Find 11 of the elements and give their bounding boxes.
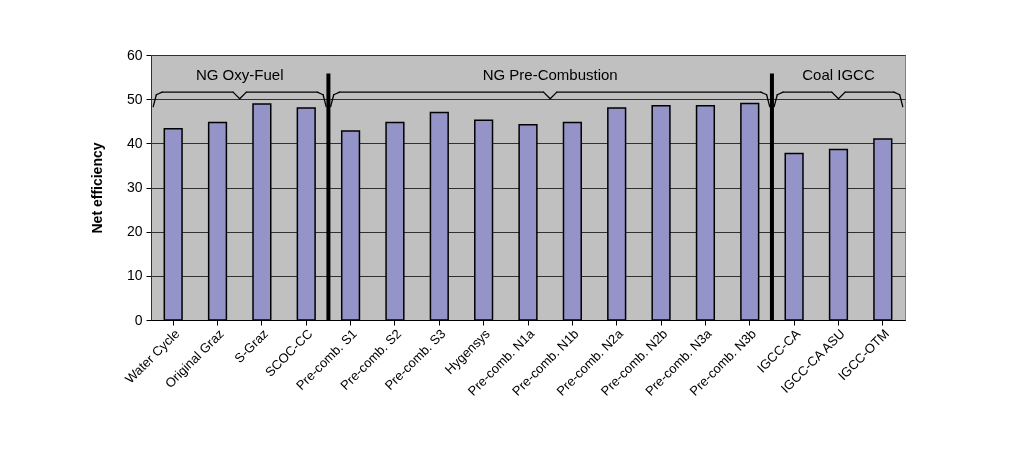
y-tick-label: 30 bbox=[126, 179, 143, 195]
band-label: NG Pre-Combustion bbox=[482, 65, 618, 83]
y-tick-label: 60 bbox=[126, 46, 143, 63]
y-axis-title: Net efficiency bbox=[88, 142, 105, 234]
band-label: Coal IGCC bbox=[802, 65, 875, 83]
y-tick-label: 40 bbox=[126, 134, 143, 151]
band-label: NG Oxy-Fuel bbox=[195, 65, 284, 83]
y-tick-label: 10 bbox=[126, 267, 143, 284]
y-tick-label: 20 bbox=[126, 223, 143, 240]
y-tick-label: 50 bbox=[126, 90, 143, 107]
y-tick-label: 0 bbox=[134, 311, 143, 328]
